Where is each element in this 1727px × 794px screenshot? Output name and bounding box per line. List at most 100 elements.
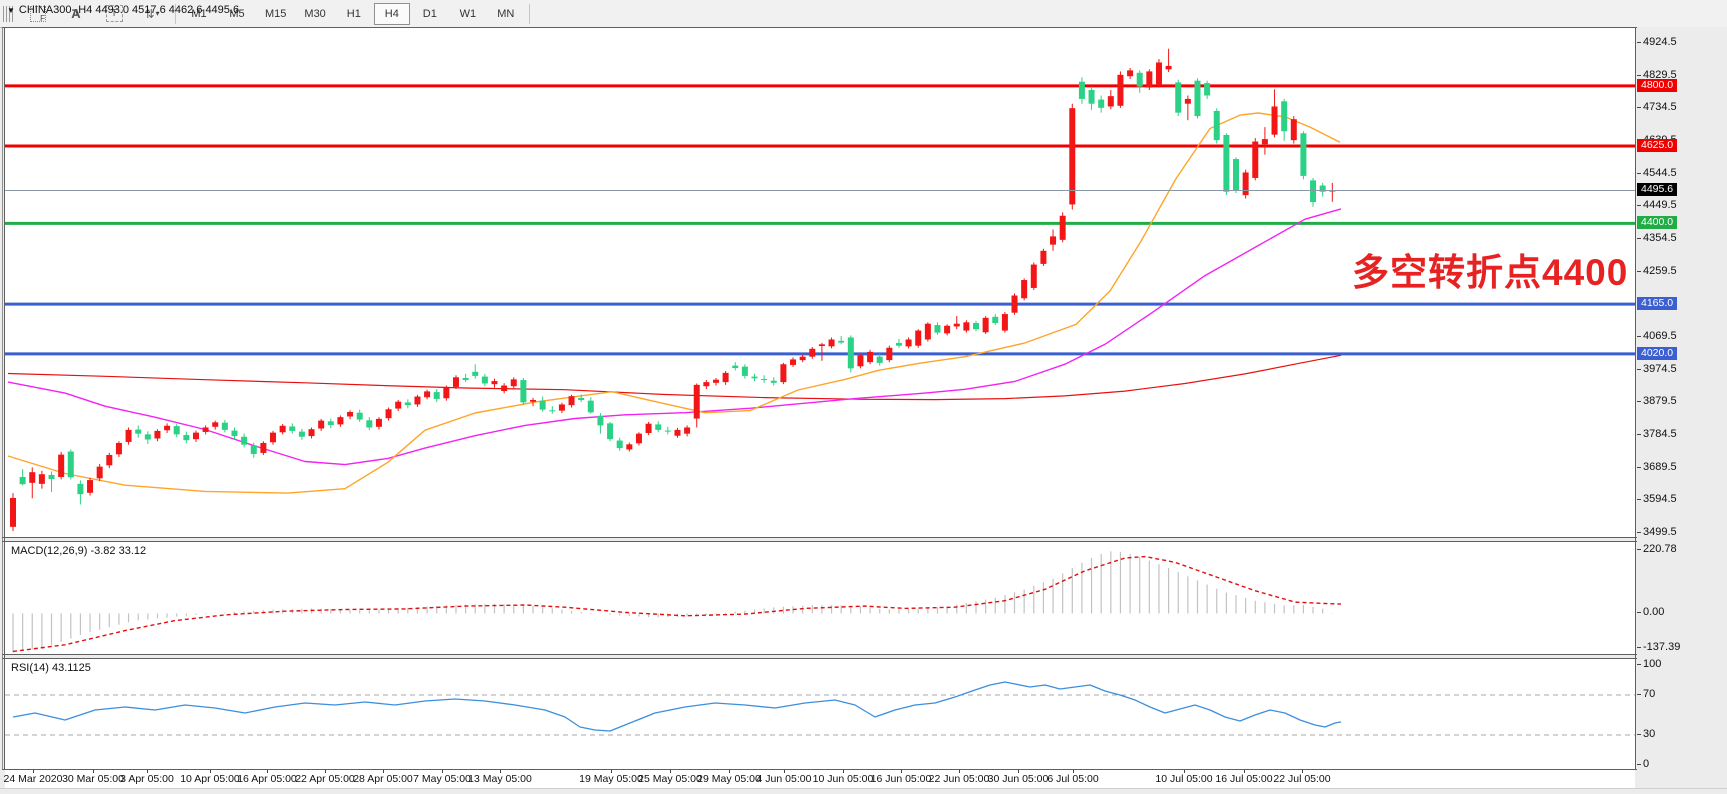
rsi-panel-border-top <box>2 658 1727 659</box>
timeframe-buttons: M1 M5 M15 M30 H1 H4 D1 W1 MN <box>180 2 525 25</box>
collapse-caret-icon[interactable]: ▼ <box>7 6 15 15</box>
timeframe-button-mn[interactable]: MN <box>497 7 515 20</box>
time-tick <box>267 770 268 773</box>
time-label: 6 Jul 05:00 <box>1047 773 1099 785</box>
time-tick <box>843 770 844 773</box>
price-level-badge: 4165.0 <box>1637 297 1678 311</box>
symbol-cycle-button[interactable]: ⇅ ▾ <box>134 3 170 25</box>
rsi-axis-label: 0 <box>1636 758 1650 770</box>
time-label: 3 Apr 05:00 <box>120 773 174 785</box>
price-level-badge: 4400.0 <box>1637 216 1678 230</box>
text-tool-icon: T <box>105 5 123 22</box>
time-label: 16 Jul 05:00 <box>1215 773 1273 785</box>
time-tick <box>1073 770 1074 773</box>
time-tick <box>959 770 960 773</box>
toolbar: F A T ⇅ ▾ M1 M5 M15 M30 H1 H4 D1 W1 MN <box>0 0 1727 28</box>
time-label: 16 Jun 05:00 <box>870 773 932 785</box>
timeframe-button-d1[interactable]: D1 <box>422 7 437 20</box>
crosshair-grid-button[interactable]: F <box>20 3 56 25</box>
price-tick: 3974.5 <box>1637 362 1677 375</box>
timeframe-button-h1[interactable]: H1 <box>346 7 361 20</box>
timeframe-button-m1[interactable]: M1 <box>191 7 207 20</box>
time-label: 29 May 05:00 <box>697 773 761 785</box>
rsi-panel-border-bottom <box>2 769 1727 770</box>
time-label: 24 Mar 2020 <box>3 773 63 785</box>
time-tick <box>383 770 384 773</box>
time-label: 22 Apr 05:00 <box>295 773 355 785</box>
time-tick <box>93 770 94 773</box>
window-left-border-inner <box>4 27 5 770</box>
price-level-badge: 4800.0 <box>1637 78 1678 92</box>
timeframe-button-m5[interactable]: M5 <box>229 7 245 20</box>
macd-chart[interactable] <box>5 542 1635 654</box>
price-level-badge: 4020.0 <box>1637 346 1678 360</box>
rsi-axis-label: 70 <box>1636 688 1656 700</box>
rsi-label: RSI(14) 43.1125 <box>11 662 91 674</box>
time-tick <box>33 770 34 773</box>
time-axis[interactable]: 24 Mar 2020 30 Mar 05:00 3 Apr 05:00 10 Apr… <box>3 770 1635 788</box>
macd-panel-border-top <box>2 541 1727 542</box>
price-tick: 3594.5 <box>1637 493 1677 506</box>
price-axis[interactable]: 4924.54829.54734.54639.54544.54449.54354… <box>1636 27 1727 770</box>
main-chart-panel[interactable] <box>5 28 1635 537</box>
time-label: 10 Jul 05:00 <box>1155 773 1213 785</box>
time-label: 13 May 05:00 <box>468 773 532 785</box>
status-strip <box>0 788 1727 794</box>
time-tick <box>210 770 211 773</box>
macd-panel[interactable]: MACD(12,26,9) -3.82 33.12 <box>5 542 1635 654</box>
chart-title-text: CHINA300-,H4 4493.0 4517.6 4462.6 4495.6 <box>18 4 240 16</box>
current-price-badge: 4495.6 <box>1637 183 1678 197</box>
price-tick: 4924.5 <box>1637 36 1677 49</box>
timeframe-button-m15[interactable]: M15 <box>265 7 287 20</box>
rsi-chart[interactable] <box>5 659 1635 769</box>
price-tick: 3499.5 <box>1637 525 1677 538</box>
price-tick: 3784.5 <box>1637 427 1677 440</box>
price-tick: 4734.5 <box>1637 101 1677 114</box>
price-tick: 3689.5 <box>1637 460 1677 473</box>
macd-label: MACD(12,26,9) -3.82 33.12 <box>11 545 147 557</box>
rsi-panel[interactable]: RSI(14) 43.1125 <box>5 659 1635 769</box>
time-label: 4 Jun 05:00 <box>756 773 812 785</box>
timeframe-button-m30[interactable]: M30 <box>304 7 326 20</box>
grid-f-icon: F <box>30 5 46 23</box>
time-label: 16 Apr 05:00 <box>237 773 297 785</box>
time-label: 7 May 05:00 <box>413 773 471 785</box>
toolbar-separator <box>528 3 530 24</box>
timeframe-button-h4[interactable]: H4 <box>373 2 410 25</box>
time-label: 30 Mar 05:00 <box>62 773 124 785</box>
price-tick: 3879.5 <box>1637 395 1677 408</box>
toolbar-separator <box>175 3 176 24</box>
time-tick <box>147 770 148 773</box>
macd-axis-min: -137.39 <box>1636 641 1681 653</box>
time-label: 25 May 05:00 <box>638 773 702 785</box>
time-label: 28 Apr 05:00 <box>353 773 413 785</box>
price-tick: 4829.5 <box>1637 68 1677 81</box>
time-tick <box>325 770 326 773</box>
price-level-badge: 4625.0 <box>1637 138 1678 152</box>
annotation-text[interactable]: 多空转折点4400 <box>1352 252 1629 293</box>
main-panel-border-bottom <box>2 537 1727 538</box>
macd-panel-border-bottom <box>2 654 1727 655</box>
time-label: 22 Jul 05:00 <box>1273 773 1331 785</box>
time-tick <box>670 770 671 773</box>
price-tick: 4069.5 <box>1637 329 1677 342</box>
time-tick <box>1244 770 1245 773</box>
text-tool-button[interactable]: T <box>96 3 132 25</box>
arrow-tool-icon: A <box>71 6 81 21</box>
time-tick <box>901 770 902 773</box>
chart-title: ▼ CHINA300-,H4 4493.0 4517.6 4462.6 4495.… <box>7 4 239 16</box>
arrow-tool-button[interactable]: A <box>58 3 94 25</box>
time-label: 22 Jun 05:00 <box>928 773 990 785</box>
time-tick <box>1302 770 1303 773</box>
time-label: 30 Jun 05:00 <box>987 773 1049 785</box>
price-tick: 4544.5 <box>1637 166 1677 179</box>
toolbar-grip[interactable] <box>3 5 13 22</box>
rsi-axis-label: 100 <box>1636 658 1662 670</box>
candlestick-chart[interactable] <box>5 28 1635 537</box>
timeframe-button-w1[interactable]: W1 <box>459 7 477 20</box>
price-tick: 4449.5 <box>1637 199 1677 212</box>
time-label: 10 Apr 05:00 <box>180 773 240 785</box>
time-tick <box>784 770 785 773</box>
price-tick: 4259.5 <box>1637 264 1677 277</box>
